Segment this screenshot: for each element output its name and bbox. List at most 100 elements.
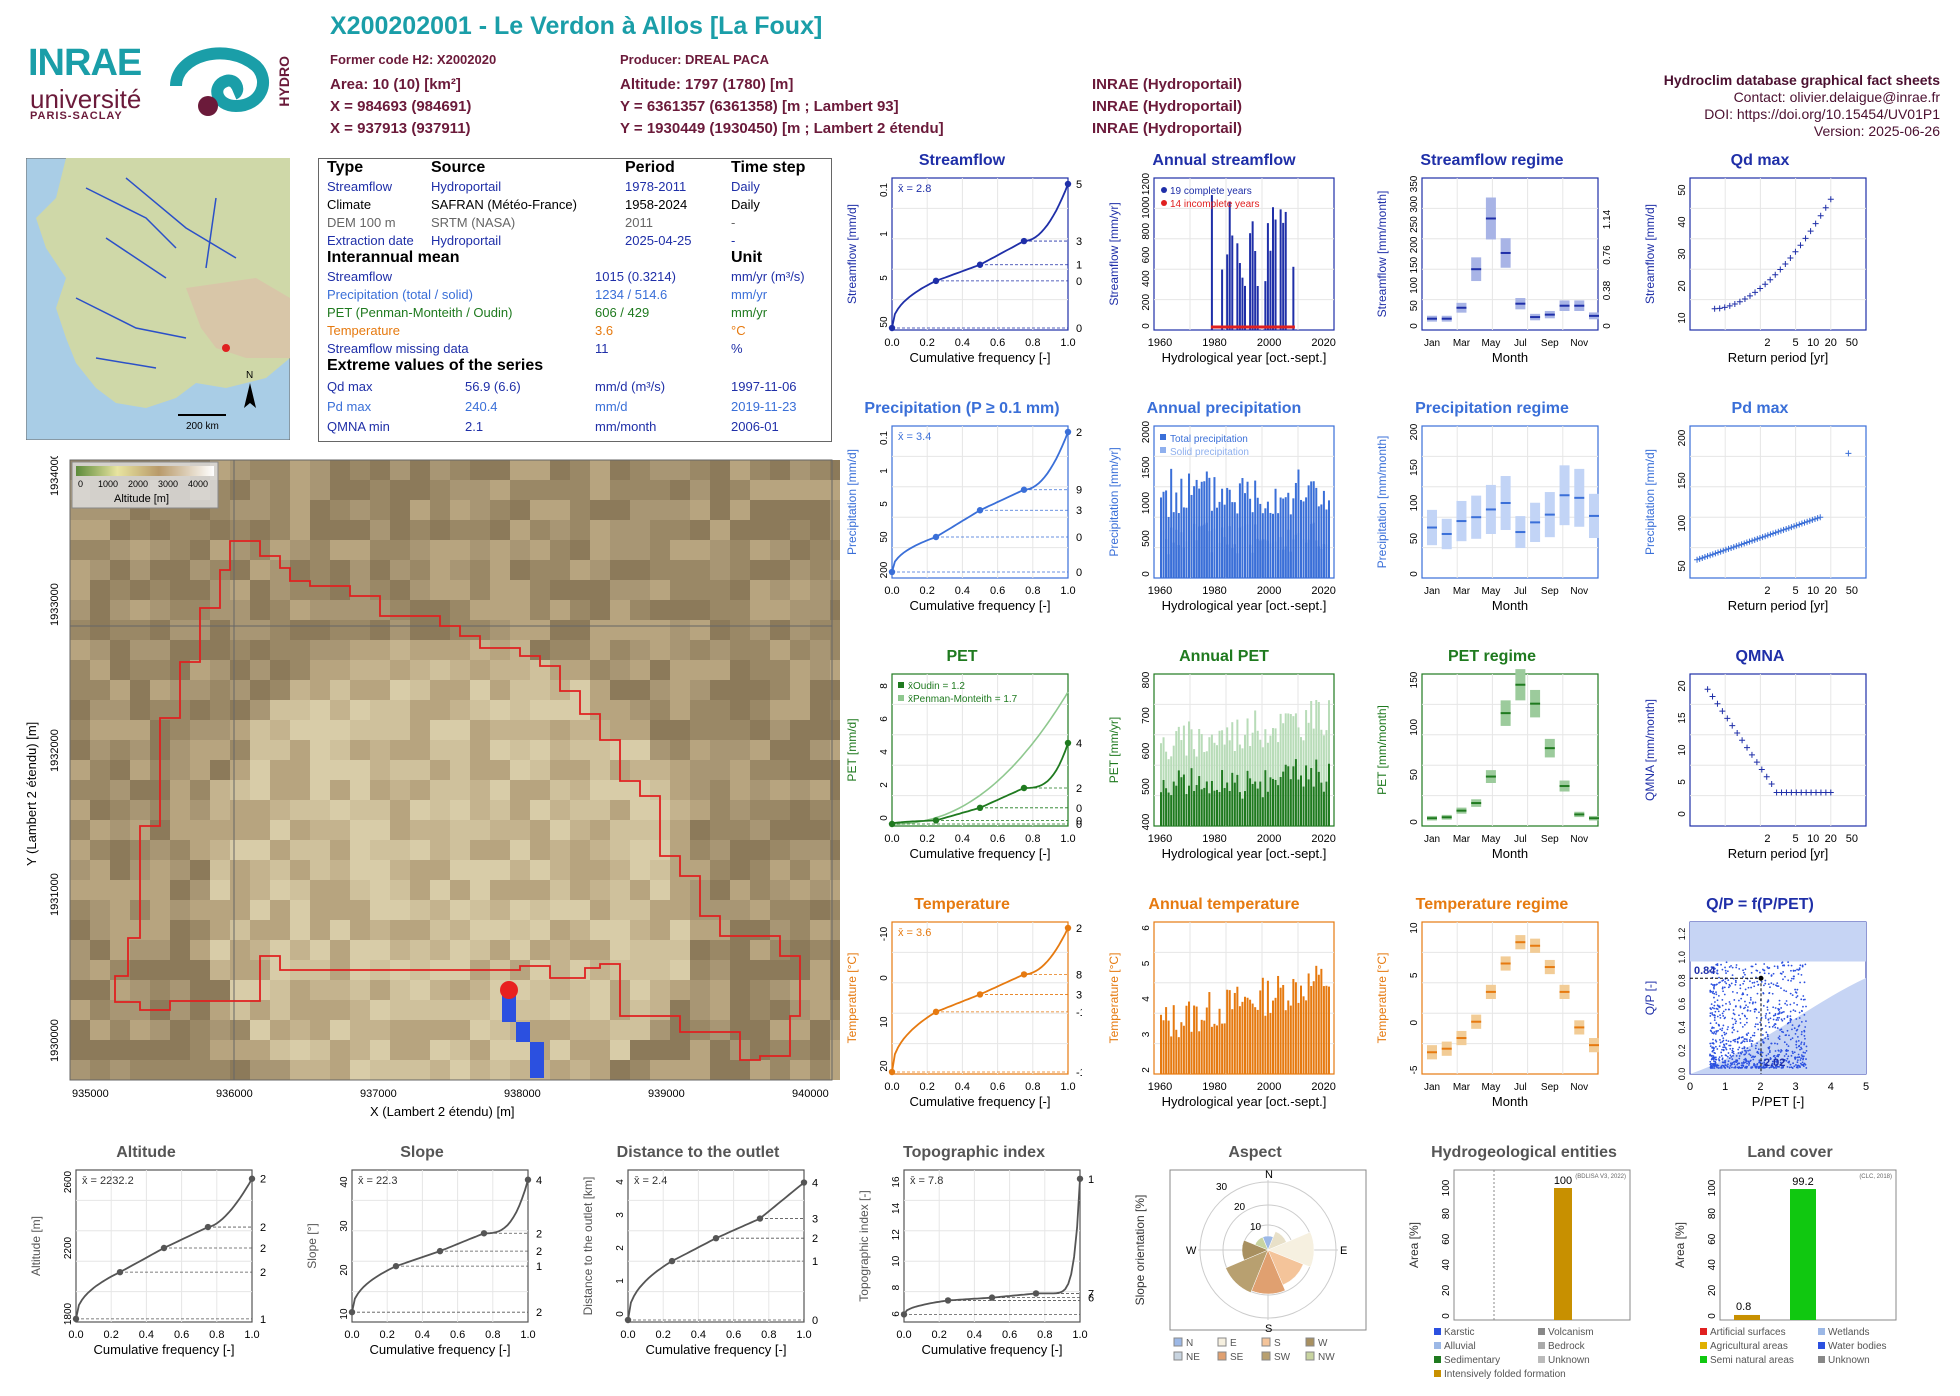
y-tick: 0 [879,815,890,821]
scatter-dot [1756,1023,1759,1026]
annual-bar-secondary [1322,544,1325,578]
scatter-dot [1750,971,1753,974]
annual-bar [1297,1002,1300,1074]
scatter-dot [1709,1054,1711,1057]
y-tick: 350 [1409,175,1420,192]
y-tick: 0.6 [1677,998,1687,1011]
scatter-dot [1781,1064,1783,1067]
right-tick: 44.8 [536,1175,542,1187]
scatter-dot [1778,1035,1781,1038]
x-tick: Nov [1570,834,1588,845]
quantile-point [944,1297,952,1304]
legend-swatch [1818,1356,1825,1363]
data-point [1756,535,1763,542]
data-point [1797,242,1804,249]
annual-bar [1244,285,1246,330]
scatter-dot [1785,1050,1788,1053]
scatter-dot [1774,1014,1777,1017]
quantile-point [436,1247,444,1255]
annual-bar-secondary [1294,759,1297,826]
scatter-dot [1764,1015,1767,1017]
y-tick: 200 [1677,429,1688,446]
producer: Producer: DREAL PACA [620,52,770,67]
annual-bar-secondary [1185,541,1188,578]
mean-precip-value: 1234 / 514.6 [595,287,668,302]
scatter-dot [1753,985,1756,988]
scatter-dot [1803,1062,1806,1065]
annual-bar-secondary [1264,539,1267,578]
ext-qmna-unit: mm/month [595,419,657,434]
annual-bar [1160,1014,1162,1074]
legend-swatch [1217,1351,1227,1361]
scatter-dot [1771,1060,1774,1063]
row-climate-period: 1958-2024 [625,197,688,212]
data-point [1734,729,1741,736]
right-tick: 0.0 [1076,323,1082,335]
scatter-dot [1712,990,1715,993]
annual-bar [1208,477,1211,578]
river-reach [530,1042,544,1078]
annual-bar [1170,756,1173,826]
annual-bar-secondary [1256,538,1259,578]
scatter-dot [1785,1034,1788,1036]
annual-bar [1205,1007,1208,1074]
scatter-dot [1779,1063,1782,1066]
legend-swatch [1173,1337,1183,1347]
legend-swatch [1434,1356,1441,1363]
scatter-dot [1788,1066,1791,1069]
quantile-point [1020,486,1028,493]
legend-label: Unknown [1548,1355,1590,1366]
scatter-dot [1755,1008,1758,1011]
annual-bar [1272,1000,1274,1074]
annual-bar [1289,714,1292,826]
scatter-dot [1746,1047,1749,1050]
mean-pet-unit: mm/yr [731,305,768,320]
map-ytick: 1934000 [49,456,61,496]
x-tick: 0.6 [450,1329,465,1341]
y-tick: 20 [339,1264,350,1276]
annual-bar [1256,497,1259,578]
scatter-dot [1713,1007,1716,1010]
scatter-dot [1805,1067,1808,1069]
y-tick: 30 [1677,248,1688,260]
scatter-dot [1750,965,1753,968]
quantile-point [932,817,940,824]
y-tick: 0 [1441,1313,1452,1319]
scatter-dot [1721,1004,1724,1007]
scatter-dot [1800,1033,1803,1036]
annual-bar-secondary [1287,529,1290,578]
scatter-dot [1804,1063,1807,1066]
y-tick: 0 [1141,571,1152,577]
scatter-dot [1796,1003,1799,1006]
y-tick: 500 [1141,778,1152,795]
quantile-point [800,1179,808,1186]
scatter-dot [1787,961,1790,964]
annual-bar-secondary [1205,781,1208,826]
scatter-dot [1757,1067,1760,1069]
x-tick: 0.4 [967,1329,982,1341]
scatter-dot [1718,976,1720,979]
aspect-wedge [1254,1236,1269,1251]
annual-bar [1185,1005,1188,1074]
scatter-dot [1756,992,1759,995]
scatter-dot [1774,1050,1777,1052]
data-point [1777,266,1784,273]
annual-bar-secondary [1282,771,1285,826]
scatter-dot [1729,1044,1732,1047]
data-point [1764,532,1771,539]
scatter-dot [1714,1010,1717,1013]
annual-bar-secondary [1221,770,1224,826]
map-xtick: 940000 [792,1088,829,1100]
data-point [1707,552,1714,559]
annual-bar-secondary [1317,546,1320,578]
scatter-dot [1725,961,1728,964]
x-tick: 0.6 [726,1329,741,1341]
scatter-dot [1727,1060,1730,1063]
right-tick: 2.5 [812,1233,818,1245]
x-tick: 2000 [1257,585,1281,597]
dir-label: W [1186,1245,1197,1257]
scatter-dot [1757,1048,1760,1051]
scatter-dot [1745,1004,1747,1007]
x-tick: Jul [1514,834,1527,845]
annual-bar [1254,251,1257,330]
